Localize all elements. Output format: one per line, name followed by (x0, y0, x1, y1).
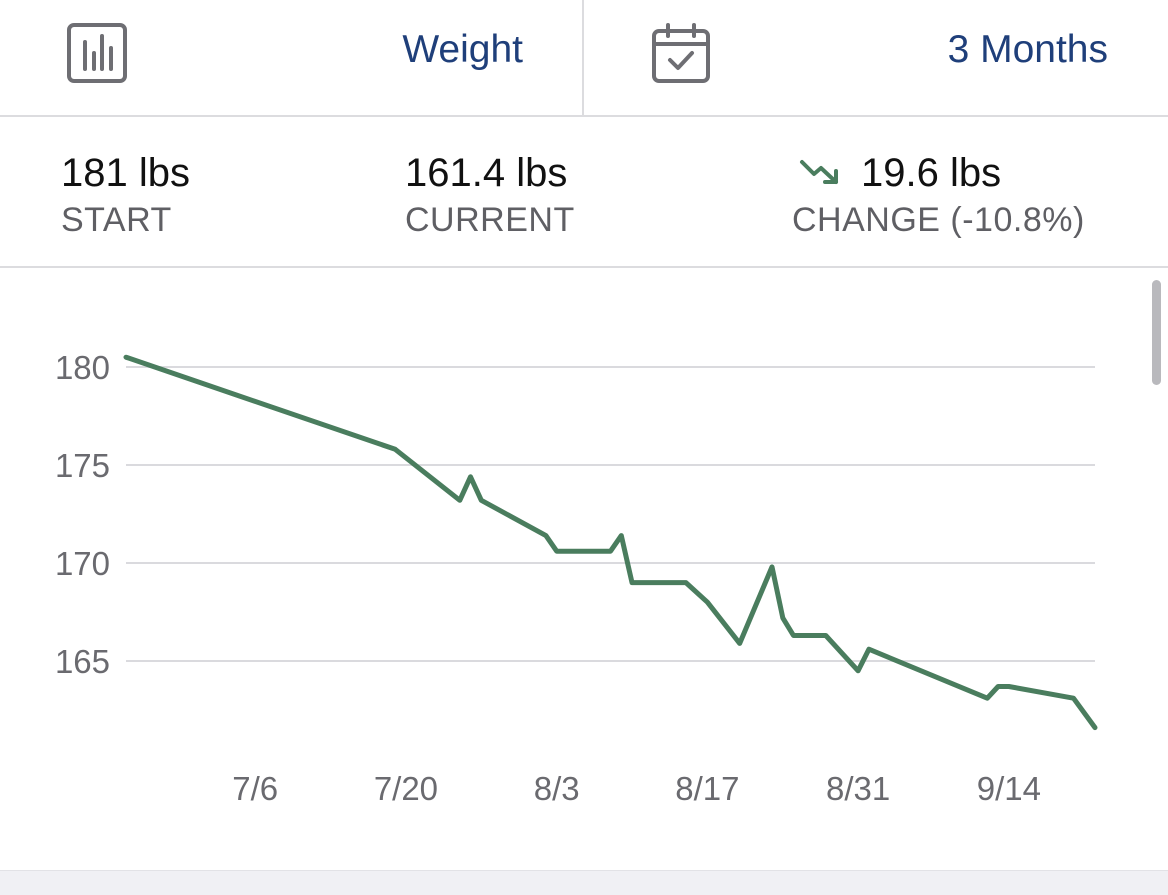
y-tick-label-170: 170 (55, 545, 110, 582)
x-tick-label-8-17: 8/17 (675, 770, 739, 807)
metric-label: Weight (402, 28, 523, 71)
start-label: START (61, 201, 172, 239)
start-value: 181 lbs (61, 151, 190, 195)
calendar-check-icon (652, 23, 710, 83)
change-label: CHANGE (-10.8%) (792, 201, 1085, 239)
trend-down-icon (800, 160, 838, 184)
y-tick-label-175: 175 (55, 447, 110, 484)
change-value: 19.6 lbs (861, 151, 1002, 195)
y-tick-label-165: 165 (55, 643, 110, 680)
current-label: CURRENT (405, 201, 575, 239)
top-bar: Weight 3 Months (0, 0, 1168, 117)
bottom-panel-edge (0, 870, 1168, 895)
bar-chart-icon (67, 23, 127, 83)
weight-line-chart: 165 170 175 180 7/6 7/20 8/3 8/17 8/31 9/14 (55, 349, 1098, 807)
weight-series-line-0 (123, 354, 1098, 731)
x-tick-label-9-14: 9/14 (977, 770, 1041, 807)
stats-row: 181 lbs START 161.4 lbs CURRENT 19.6 lbs… (0, 117, 1168, 268)
x-tick-label-7-6: 7/6 (232, 770, 278, 807)
top-divider (582, 0, 584, 117)
x-tick-label-8-3: 8/3 (534, 770, 580, 807)
range-label: 3 Months (947, 28, 1108, 71)
y-tick-label-180: 180 (55, 349, 110, 386)
range-selector[interactable]: 3 Months (584, 0, 1168, 115)
x-tick-label-7-20: 7/20 (374, 770, 438, 807)
weight-chart-area: 165 170 175 180 7/6 7/20 8/3 8/17 8/31 9/14 (0, 268, 1168, 870)
vertical-scrollbar[interactable] (1152, 280, 1161, 385)
x-tick-label-8-31: 8/31 (826, 770, 890, 807)
current-value: 161.4 lbs (405, 151, 568, 195)
metric-selector[interactable]: Weight (0, 0, 582, 115)
